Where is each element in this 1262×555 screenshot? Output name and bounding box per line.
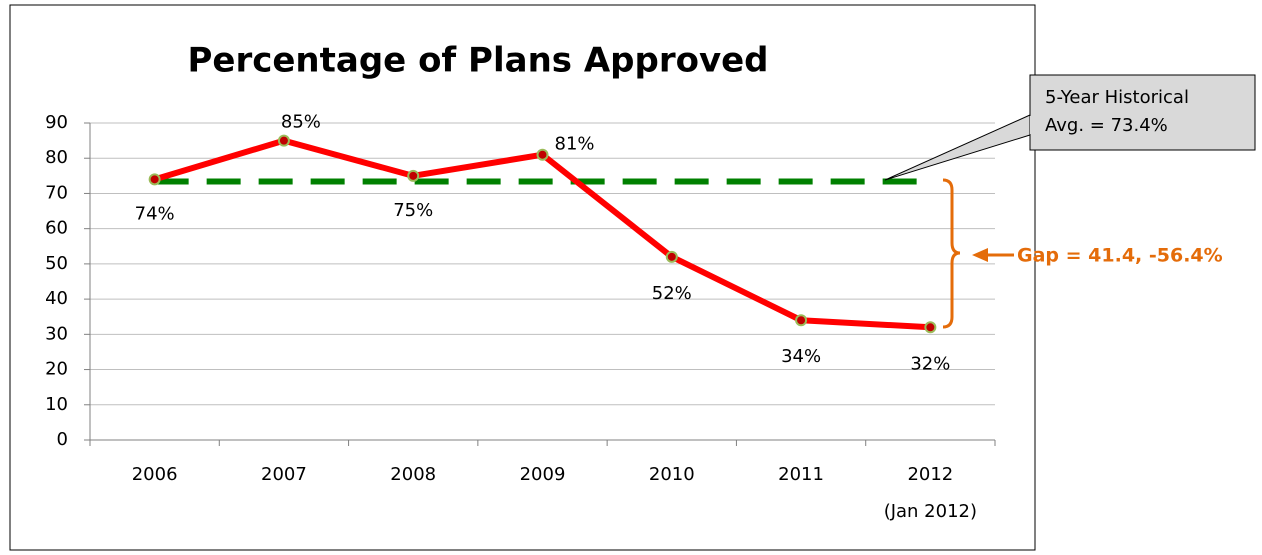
y-tick-label: 50	[45, 253, 68, 274]
data-label: 74%	[135, 203, 175, 224]
data-point	[665, 250, 678, 263]
callout-text: 5-Year Historical	[1045, 87, 1189, 108]
data-point	[277, 134, 290, 147]
data-label: 85%	[281, 112, 321, 133]
y-tick-label: 10	[45, 394, 68, 415]
callout-box	[1029, 74, 1256, 151]
data-point	[924, 321, 937, 334]
x-tick-note: (Jan 2012)	[884, 501, 977, 522]
x-tick-label: 2012	[907, 464, 953, 485]
y-tick-label: 20	[45, 359, 68, 380]
y-tick-label: 0	[57, 429, 68, 450]
callout-text: Avg. = 73.4%	[1045, 115, 1168, 136]
x-tick-label: 2009	[520, 464, 566, 485]
data-point	[407, 169, 420, 182]
y-tick-label: 40	[45, 288, 68, 309]
y-tick-label: 90	[45, 112, 68, 133]
data-label: 34%	[781, 346, 821, 367]
data-label: 32%	[910, 353, 950, 374]
gap-annotation: Gap = 41.4, -56.4%	[1017, 245, 1223, 267]
data-point	[795, 314, 808, 327]
chart-title: Percentage of Plans Approved	[187, 41, 768, 81]
gap-arrowhead	[972, 248, 988, 262]
y-tick-label: 30	[45, 323, 68, 344]
chart-border	[9, 4, 1036, 551]
y-tick-label: 70	[45, 182, 68, 203]
y-tick-label: 80	[45, 147, 68, 168]
x-tick-label: 2007	[261, 464, 307, 485]
gap-brace	[942, 178, 961, 329]
data-label: 81%	[555, 134, 595, 155]
data-point	[148, 173, 161, 186]
x-tick-label: 2011	[778, 464, 824, 485]
y-tick-label: 60	[45, 218, 68, 239]
data-label: 75%	[393, 200, 433, 221]
x-tick-label: 2010	[649, 464, 695, 485]
data-label: 52%	[652, 283, 692, 304]
data-point	[536, 148, 549, 161]
x-tick-label: 2008	[390, 464, 436, 485]
x-tick-label: 2006	[132, 464, 178, 485]
